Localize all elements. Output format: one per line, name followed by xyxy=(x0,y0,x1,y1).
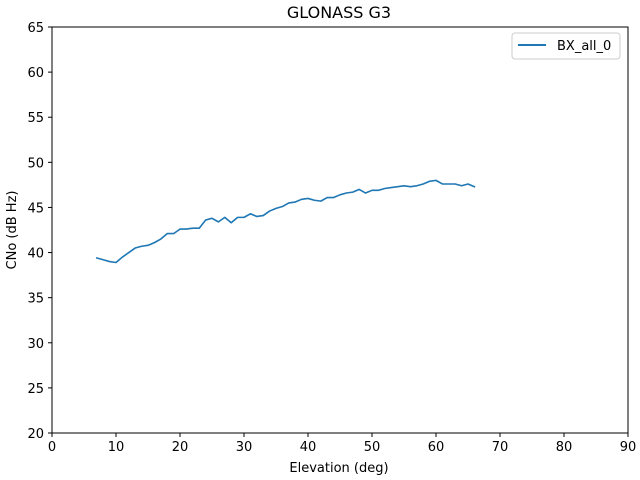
plot-frame xyxy=(51,26,629,434)
legend-label: BX_all_0 xyxy=(557,39,611,54)
chart-title: GLONASS G3 xyxy=(287,3,391,22)
legend: BX_all_0 xyxy=(511,32,621,60)
x-tick-label: 80 xyxy=(556,440,573,455)
x-axis-label: Elevation (deg) xyxy=(289,461,388,476)
y-tick-label: 25 xyxy=(27,382,44,397)
series-line xyxy=(95,179,476,264)
x-tick-label: 40 xyxy=(300,440,317,455)
y-axis-label: CNo (dB Hz) xyxy=(5,191,20,270)
x-tick-label: 50 xyxy=(364,440,381,455)
y-axis: 20 25 30 35 40 45 50 55 60 65 xyxy=(27,21,52,442)
x-tick-label: 0 xyxy=(48,440,56,455)
x-tick-label: 70 xyxy=(492,440,509,455)
plot-area xyxy=(52,27,628,433)
y-tick-label: 35 xyxy=(27,292,44,307)
y-tick-label: 40 xyxy=(27,247,44,262)
y-tick-label: 45 xyxy=(27,201,44,216)
y-tick-label: 65 xyxy=(27,21,44,36)
x-tick-label: 10 xyxy=(108,440,125,455)
plot-content xyxy=(95,179,476,264)
y-tick-label: 50 xyxy=(27,156,44,171)
x-axis: 0 10 20 30 40 50 60 70 80 90 xyxy=(48,433,636,455)
y-tick-label: 60 xyxy=(27,66,44,81)
x-tick-label: 20 xyxy=(172,440,189,455)
y-tick-label: 20 xyxy=(27,427,44,442)
y-tick-label: 30 xyxy=(27,337,44,352)
x-tick-label: 60 xyxy=(428,440,445,455)
x-tick-label: 90 xyxy=(620,440,637,455)
y-tick-label: 55 xyxy=(27,111,44,126)
legend-box xyxy=(511,32,621,60)
x-tick-label: 30 xyxy=(236,440,253,455)
